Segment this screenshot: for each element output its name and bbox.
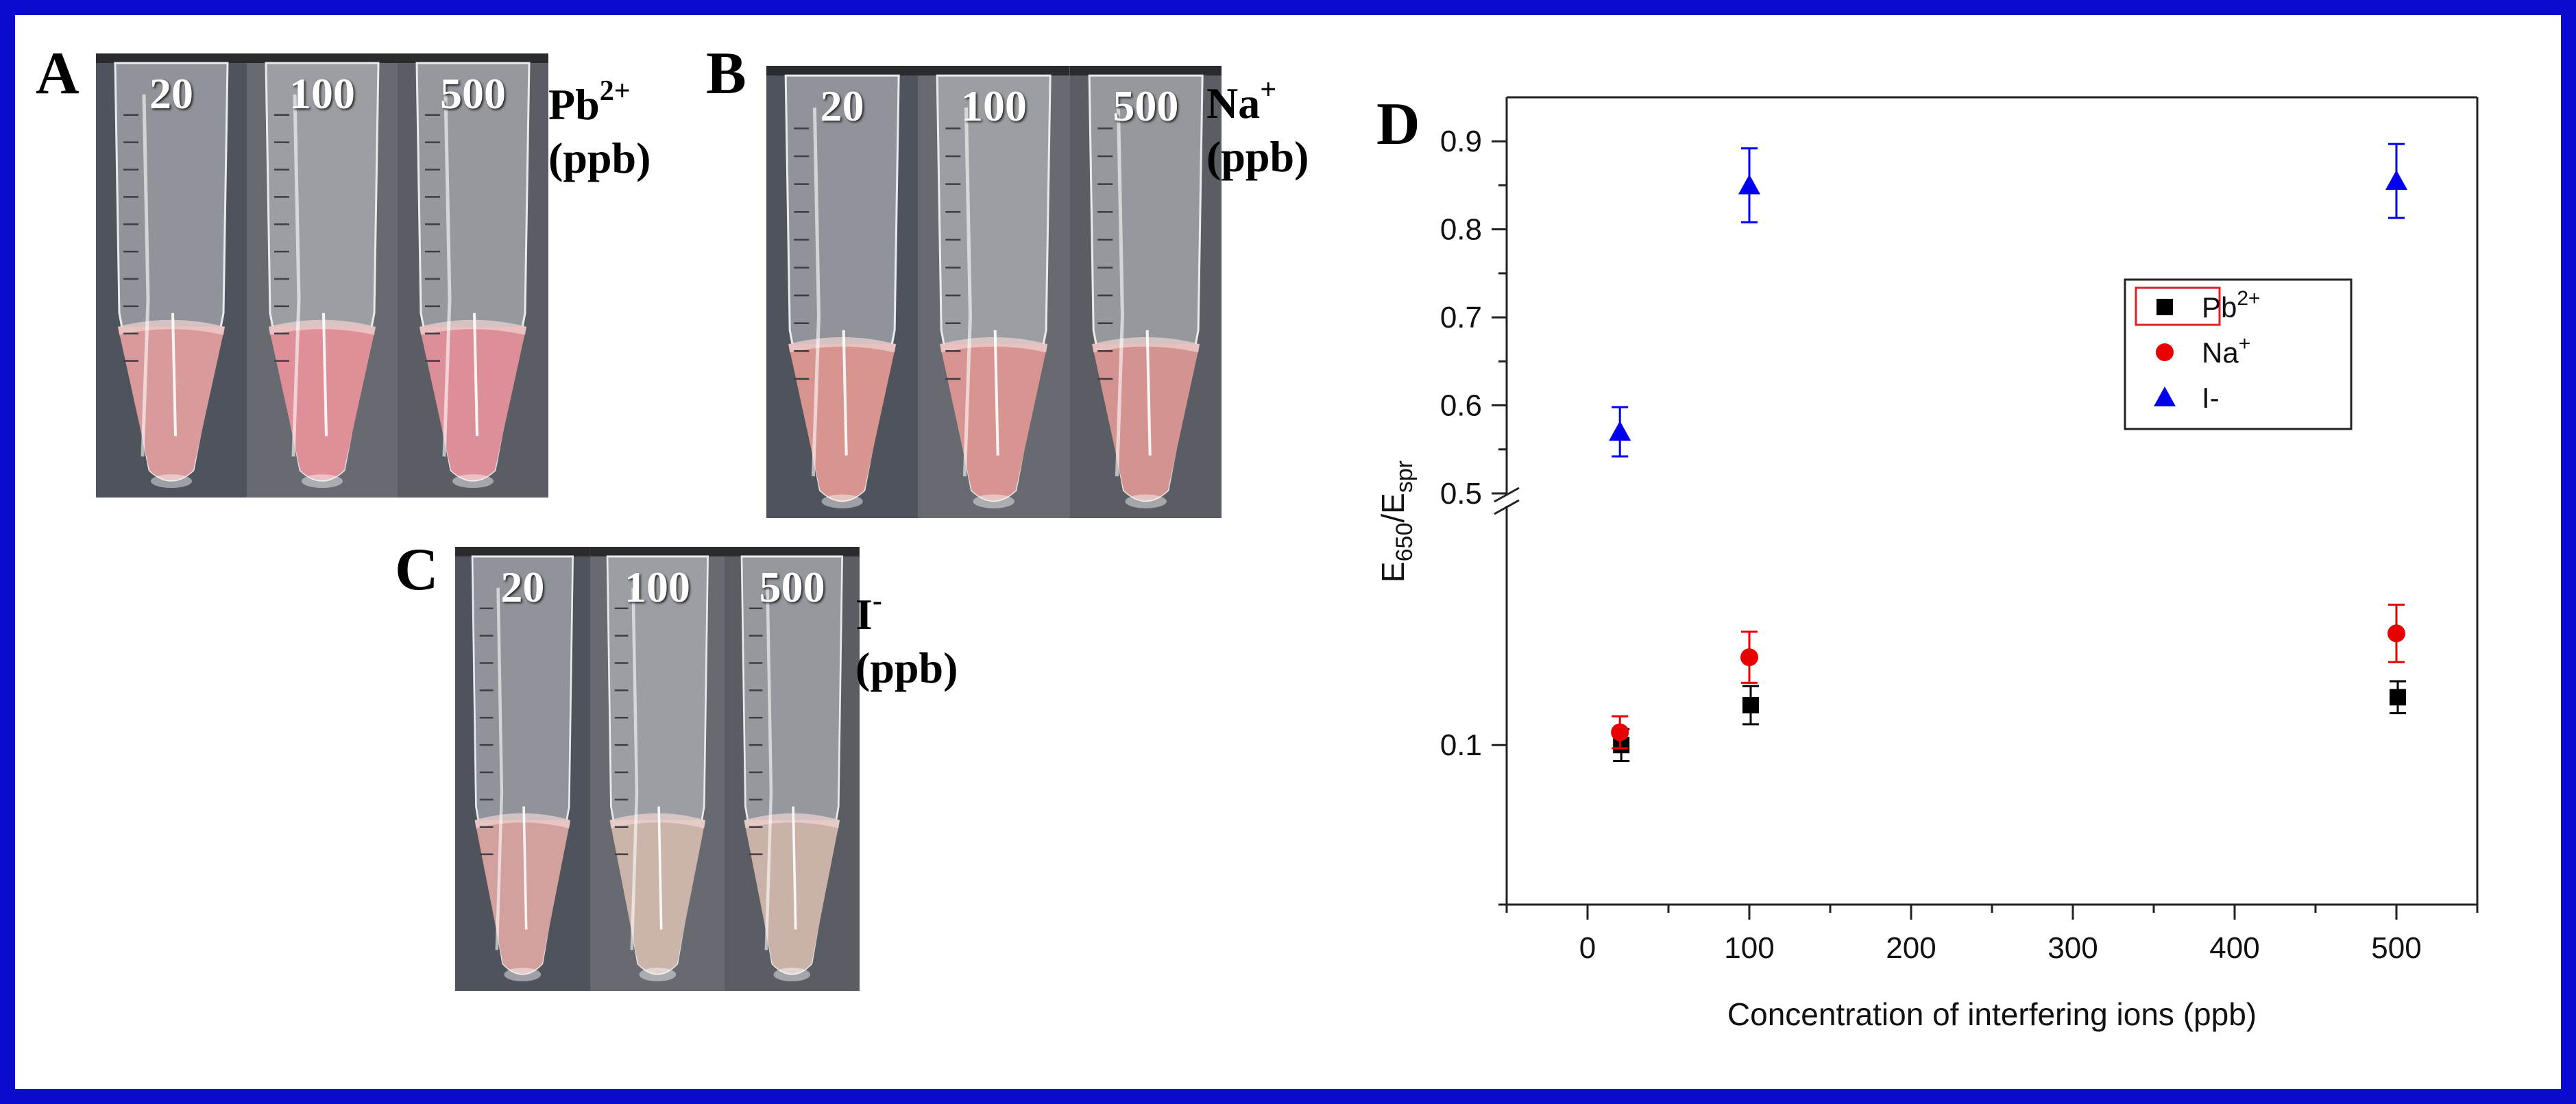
tube-c-20: 20 bbox=[455, 547, 590, 991]
legend-label-name: Pb bbox=[2202, 291, 2237, 323]
tube-concentration-label: 500 bbox=[1113, 82, 1179, 130]
tube-concentration-label: 20 bbox=[149, 69, 193, 118]
tube-concentration-label: 100 bbox=[289, 69, 355, 118]
x-tick-label: 100 bbox=[1724, 931, 1774, 965]
ion-charge-c: - bbox=[872, 585, 882, 617]
tube-concentration-label: 100 bbox=[960, 82, 1027, 130]
y-tick-label: 0.7 bbox=[1440, 301, 1482, 334]
y-tick-label: 0.5 bbox=[1440, 477, 1482, 511]
legend-marker bbox=[2156, 299, 2173, 315]
ion-name-c: I bbox=[855, 590, 873, 639]
y-axis-label-part: /E bbox=[1375, 493, 1411, 522]
legend-label-sup: + bbox=[2239, 332, 2251, 355]
y-axis-label-part: 650 bbox=[1392, 523, 1418, 562]
photo-panel-b: 20 100 500 bbox=[766, 66, 1222, 518]
photo-panel-a: 20 100 500 bbox=[96, 53, 548, 498]
tube-a-500: 500 bbox=[398, 53, 548, 498]
ion-label-b: Na+ (ppb) bbox=[1206, 74, 1309, 184]
tube-illustration bbox=[918, 66, 1070, 508]
ion-name-b: Na bbox=[1206, 79, 1261, 127]
tube-illustration bbox=[766, 66, 919, 508]
axis-break-mark bbox=[1494, 499, 1520, 515]
tube-c-500: 500 bbox=[725, 547, 860, 991]
panel-letter-d: D bbox=[1376, 91, 1420, 158]
tube-concentration-label: 500 bbox=[759, 563, 825, 611]
ion-unit-b: (ppb) bbox=[1206, 132, 1309, 182]
tube-illustration bbox=[455, 547, 590, 982]
legend-label-name: I- bbox=[2202, 382, 2220, 414]
y-tick-label: 0.9 bbox=[1440, 125, 1482, 158]
legend-label: I- bbox=[2202, 382, 2220, 414]
tube-illustration bbox=[590, 547, 725, 982]
tube-illustration bbox=[725, 547, 860, 982]
tube-b-20: 20 bbox=[766, 66, 919, 518]
ion-unit-a: (ppb) bbox=[548, 134, 651, 183]
ion-label-a: Pb2+ (ppb) bbox=[548, 75, 651, 185]
data-point-i bbox=[2385, 170, 2407, 191]
y-axis-label: E650/Espr bbox=[1375, 461, 1418, 582]
tube-b-500: 500 bbox=[1069, 66, 1222, 518]
x-tick-label: 400 bbox=[2209, 931, 2259, 965]
x-tick-label: 500 bbox=[2371, 931, 2421, 965]
y-tick-label: 0.6 bbox=[1440, 389, 1482, 423]
tube-c-100: 100 bbox=[590, 547, 725, 991]
y-tick-label: 0.1 bbox=[1440, 728, 1482, 762]
y-axis-label-part: E bbox=[1375, 561, 1411, 582]
legend-highlight bbox=[2135, 286, 2221, 326]
legend-marker bbox=[2156, 343, 2174, 361]
x-tick-label: 200 bbox=[1886, 931, 1936, 965]
tube-a-20: 20 bbox=[96, 53, 247, 498]
tube-concentration-label: 20 bbox=[820, 82, 864, 130]
figure-canvas: A 20 100 500 Pb2+ (ppb) B 20 100 500 Na+ (pp… bbox=[15, 15, 2561, 1089]
tube-illustration bbox=[398, 53, 548, 489]
data-point-na bbox=[1611, 723, 1629, 741]
tube-illustration bbox=[96, 53, 247, 489]
legend-label-sup: 2+ bbox=[2237, 287, 2260, 310]
data-point-na bbox=[1740, 648, 1758, 667]
legend-label-name: Na bbox=[2202, 336, 2239, 369]
tube-illustration bbox=[1069, 66, 1222, 508]
tube-b-100: 100 bbox=[918, 66, 1070, 518]
x-tick-label: 300 bbox=[2048, 931, 2098, 965]
data-point-pb bbox=[2390, 689, 2406, 706]
ion-name-a: Pb bbox=[548, 80, 600, 129]
data-point-i bbox=[1609, 421, 1631, 441]
data-point-pb bbox=[1742, 697, 1759, 713]
tube-illustration bbox=[247, 53, 398, 489]
scatter-chart: 0 100 200 300 400 500 0.5 0.6 0.7 0.8 0.9 0.1 Concen… bbox=[1375, 96, 2479, 1032]
x-axis-label: Concentration of interfering ions (ppb) bbox=[1727, 996, 2257, 1032]
ion-charge-b: + bbox=[1260, 74, 1277, 106]
axis-break-mark bbox=[1494, 487, 1520, 503]
tube-concentration-label: 500 bbox=[440, 69, 506, 118]
panel-letter-c: C bbox=[395, 537, 439, 603]
legend-label: Na+ bbox=[2202, 332, 2250, 369]
data-point-i bbox=[1738, 174, 1760, 195]
ion-unit-c: (ppb) bbox=[855, 643, 958, 693]
tube-a-100: 100 bbox=[247, 53, 398, 498]
ion-label-c: I- (ppb) bbox=[855, 585, 958, 695]
x-tick-label: 0 bbox=[1579, 931, 1596, 965]
ion-charge-a: 2+ bbox=[599, 75, 631, 107]
tube-concentration-label: 20 bbox=[500, 563, 545, 611]
tube-concentration-label: 100 bbox=[624, 563, 690, 611]
photo-panel-c: 20 100 500 bbox=[455, 547, 860, 991]
panel-letter-a: A bbox=[36, 40, 80, 107]
legend-label: Pb2+ bbox=[2202, 287, 2261, 323]
y-axis-label-part: spr bbox=[1392, 461, 1418, 493]
y-tick-label: 0.8 bbox=[1440, 213, 1482, 247]
panel-letter-b: B bbox=[706, 40, 746, 107]
data-point-na bbox=[2387, 624, 2405, 643]
legend-marker bbox=[2154, 387, 2176, 406]
